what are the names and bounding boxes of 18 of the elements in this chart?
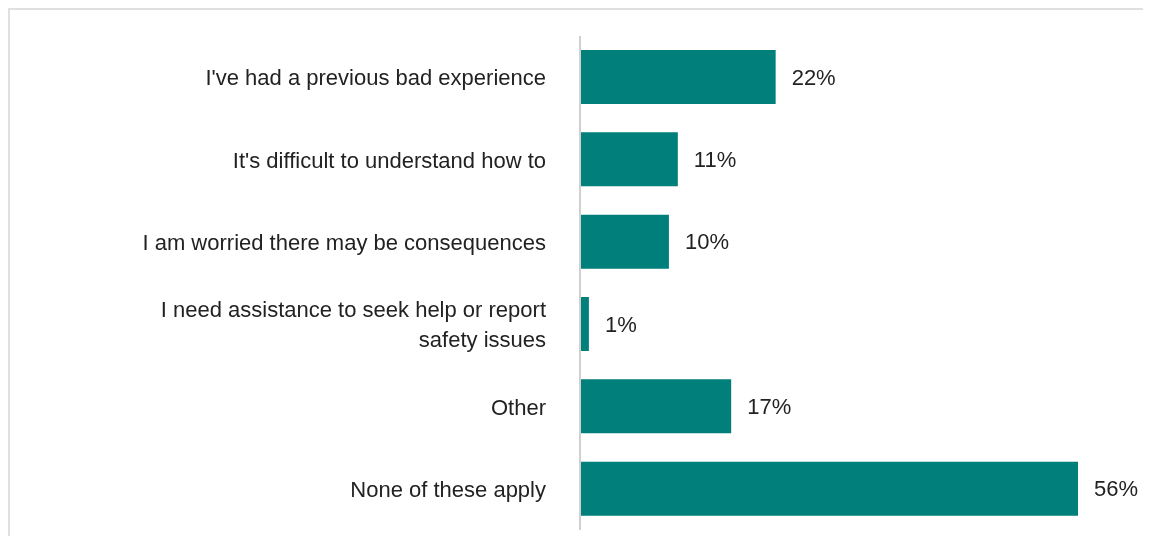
y-tick-label: I've had a previous bad experience xyxy=(205,65,546,91)
data-label: 56% xyxy=(1094,476,1139,502)
y-tick-label: None of these apply xyxy=(350,476,546,502)
bar xyxy=(580,132,678,187)
y-tick-label: Other xyxy=(490,394,546,420)
bar xyxy=(580,50,776,104)
bar xyxy=(580,379,732,434)
y-tick-label: I need assistance to seek help or report safety issues xyxy=(160,297,546,353)
data-label: 17% xyxy=(747,394,792,420)
bar xyxy=(580,214,669,269)
bar xyxy=(580,297,589,351)
bar xyxy=(580,461,1078,516)
data-label: 10% xyxy=(684,229,729,255)
y-tick-label: I am worried there may be consequences xyxy=(142,229,546,255)
data-label: 1% xyxy=(604,311,637,337)
data-label: 11% xyxy=(693,147,737,173)
y-tick-label: It's difficult to understand how to xyxy=(232,147,546,173)
data-label: 22% xyxy=(791,64,836,90)
